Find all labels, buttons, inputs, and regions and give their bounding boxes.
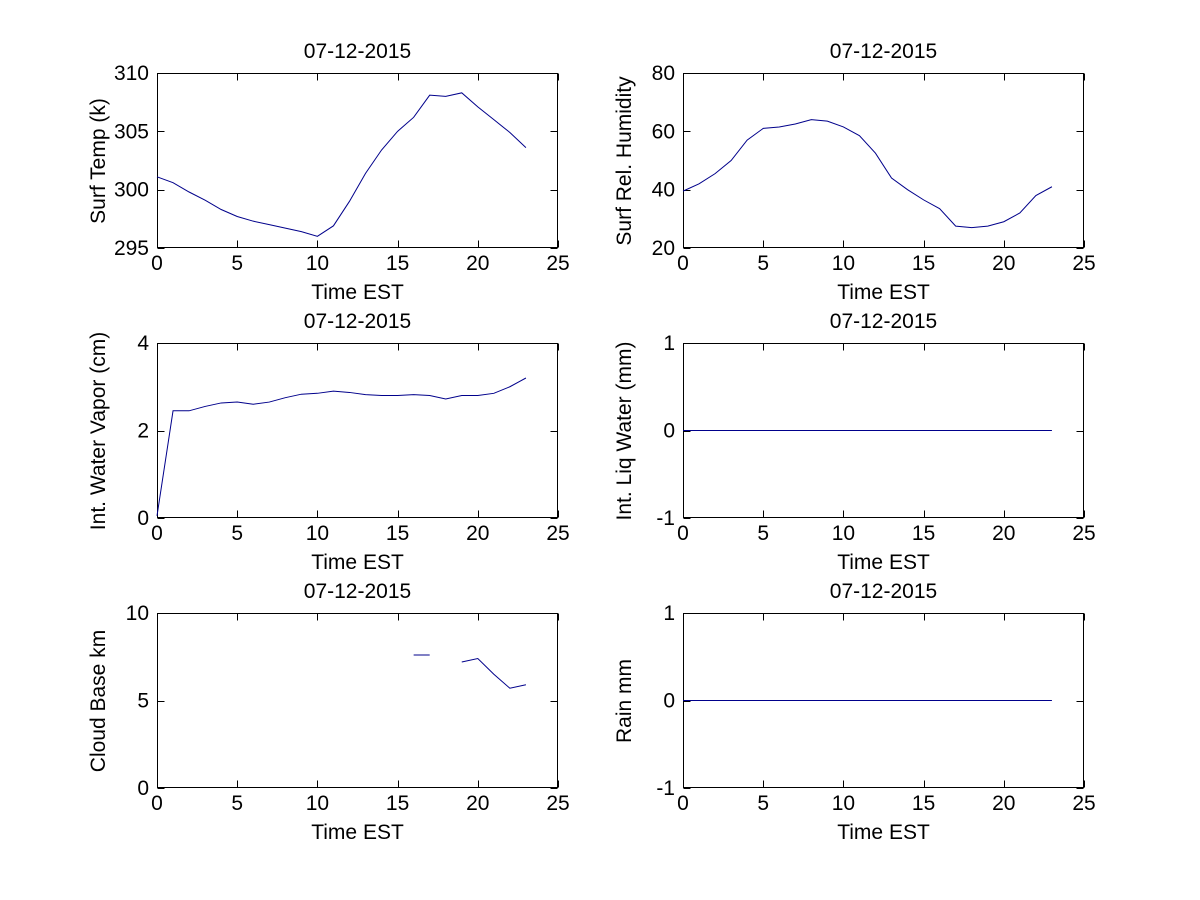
- svg-text:0: 0: [137, 507, 149, 530]
- svg-text:-1: -1: [656, 777, 675, 800]
- svg-text:25: 25: [1072, 252, 1095, 275]
- svg-text:-1: -1: [656, 507, 675, 530]
- plot-area: 0 5 10 15 20 25 20 40 60 80: [652, 62, 1096, 275]
- svg-text:1: 1: [663, 332, 675, 355]
- plot-area: 0 5 10 15 20 25 0 2 4: [137, 332, 569, 545]
- svg-text:60: 60: [652, 120, 675, 143]
- svg-text:0: 0: [663, 420, 675, 443]
- svg-text:15: 15: [386, 522, 409, 545]
- svg-text:10: 10: [832, 522, 855, 545]
- svg-text:5: 5: [231, 522, 243, 545]
- svg-text:305: 305: [114, 120, 149, 143]
- svg-text:20: 20: [992, 792, 1015, 815]
- x-axis-label: Time EST: [837, 551, 930, 574]
- subplot-liq-water: 07-12-2015 Int. Liq Water (mm) Time EST …: [613, 310, 1096, 574]
- svg-text:0: 0: [137, 777, 149, 800]
- y-axis-label: Cloud Base km: [87, 629, 110, 772]
- svg-text:5: 5: [231, 252, 243, 275]
- x-axis-label: Time EST: [837, 821, 930, 844]
- svg-text:20: 20: [466, 792, 489, 815]
- svg-text:25: 25: [1072, 522, 1095, 545]
- svg-text:5: 5: [757, 252, 769, 275]
- svg-text:5: 5: [231, 792, 243, 815]
- svg-text:1: 1: [663, 602, 675, 625]
- y-axis-label: Surf Temp (k): [87, 97, 110, 224]
- svg-text:15: 15: [912, 252, 935, 275]
- subplot-water-vapor: 07-12-2015 Int. Water Vapor (cm) Time ES…: [87, 310, 570, 574]
- subplot-rel-humidity: 07-12-2015 Surf Rel. Humidity Time EST 0…: [613, 40, 1096, 304]
- svg-text:10: 10: [306, 252, 329, 275]
- subplot-rain: 07-12-2015 Rain mm Time EST 0 5 10 15 20 25 -1…: [613, 580, 1096, 844]
- svg-text:2: 2: [137, 420, 149, 443]
- svg-text:20: 20: [992, 252, 1015, 275]
- svg-text:15: 15: [386, 792, 409, 815]
- svg-text:25: 25: [1072, 792, 1095, 815]
- svg-text:300: 300: [114, 179, 149, 202]
- x-axis-label: Time EST: [837, 281, 930, 304]
- plot-area: 0 5 10 15 20 25-101: [656, 602, 1095, 815]
- x-axis-label: Time EST: [311, 821, 404, 844]
- svg-text:20: 20: [652, 237, 675, 260]
- y-axis-label: Int. Water Vapor (cm): [87, 331, 110, 530]
- svg-text:10: 10: [306, 522, 329, 545]
- svg-text:0: 0: [663, 690, 675, 713]
- plot-area: 0 5 10 15 20 25-101: [656, 332, 1095, 545]
- x-axis-label: Time EST: [311, 281, 404, 304]
- x-axis-label: Time EST: [311, 551, 404, 574]
- svg-text:5: 5: [757, 522, 769, 545]
- svg-text:15: 15: [912, 522, 935, 545]
- svg-text:10: 10: [126, 602, 149, 625]
- svg-text:80: 80: [652, 62, 675, 85]
- svg-text:15: 15: [912, 792, 935, 815]
- svg-text:10: 10: [832, 792, 855, 815]
- svg-text:25: 25: [546, 522, 569, 545]
- plot-area: 0 5 10 15 20 25 295 300 305 310: [114, 62, 570, 275]
- y-axis-label: Rain mm: [613, 658, 636, 743]
- svg-text:295: 295: [114, 237, 149, 260]
- svg-text:10: 10: [832, 252, 855, 275]
- plot-title: 07-12-2015: [303, 310, 412, 333]
- subplot-cloud-base: 07-12-2015 Cloud Base km Time EST 0 5 10 15…: [87, 580, 570, 844]
- svg-text:4: 4: [137, 332, 149, 355]
- svg-text:310: 310: [114, 62, 149, 85]
- plot-area: 0 5 10 15 20 25 0 5 10: [126, 602, 570, 815]
- plot-title: 07-12-2015: [829, 40, 938, 63]
- svg-text:0: 0: [677, 252, 689, 275]
- svg-text:20: 20: [466, 522, 489, 545]
- plot-title: 07-12-2015: [303, 40, 412, 63]
- svg-text:0: 0: [677, 792, 689, 815]
- svg-text:5: 5: [757, 792, 769, 815]
- y-axis-label: Surf Rel. Humidity: [613, 75, 636, 246]
- svg-text:10: 10: [306, 792, 329, 815]
- plot-title: 07-12-2015: [829, 580, 938, 603]
- svg-text:0: 0: [677, 522, 689, 545]
- svg-text:15: 15: [386, 252, 409, 275]
- svg-text:0: 0: [151, 522, 163, 545]
- svg-text:0: 0: [151, 252, 163, 275]
- svg-text:40: 40: [652, 179, 675, 202]
- plot-title: 07-12-2015: [303, 580, 412, 603]
- svg-text:20: 20: [992, 522, 1015, 545]
- svg-text:0: 0: [151, 792, 163, 815]
- y-axis-label: Int. Liq Water (mm): [613, 341, 636, 520]
- svg-text:20: 20: [466, 252, 489, 275]
- svg-text:25: 25: [546, 252, 569, 275]
- subplot-surf-temp: 07-12-2015 Surf Temp (k) Time EST 0 5 10 15…: [87, 40, 570, 304]
- svg-text:25: 25: [546, 792, 569, 815]
- svg-text:5: 5: [137, 690, 149, 713]
- plot-title: 07-12-2015: [829, 310, 938, 333]
